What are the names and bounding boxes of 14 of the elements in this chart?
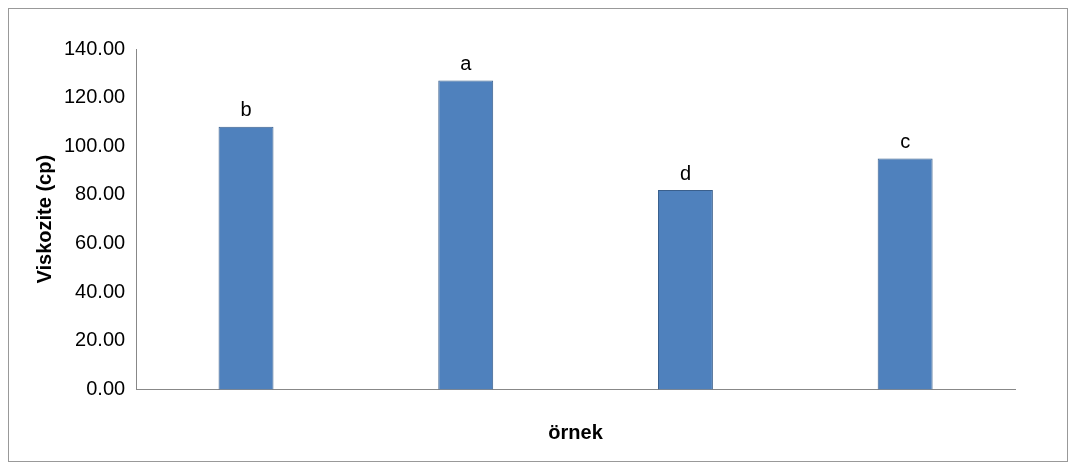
y-tick-label: 140.00 [64, 36, 126, 59]
y-tick-label: 20.00 [75, 328, 126, 351]
y-tick-label: 100.00 [64, 133, 126, 156]
y-tick-label: 80.00 [75, 182, 126, 205]
y-axis-title: Viskozite (cp) [32, 154, 55, 284]
y-tick-label: 60.00 [75, 231, 126, 254]
y-tick-label: 120.00 [64, 85, 126, 108]
data-label: a [460, 52, 473, 75]
data-label: d [679, 161, 691, 184]
x-axis-title: örnek [548, 420, 604, 443]
data-label: b [240, 98, 252, 121]
data-label: c [900, 129, 911, 152]
y-tick-label: 40.00 [75, 279, 126, 302]
y-tick-label: 0.00 [86, 376, 126, 399]
